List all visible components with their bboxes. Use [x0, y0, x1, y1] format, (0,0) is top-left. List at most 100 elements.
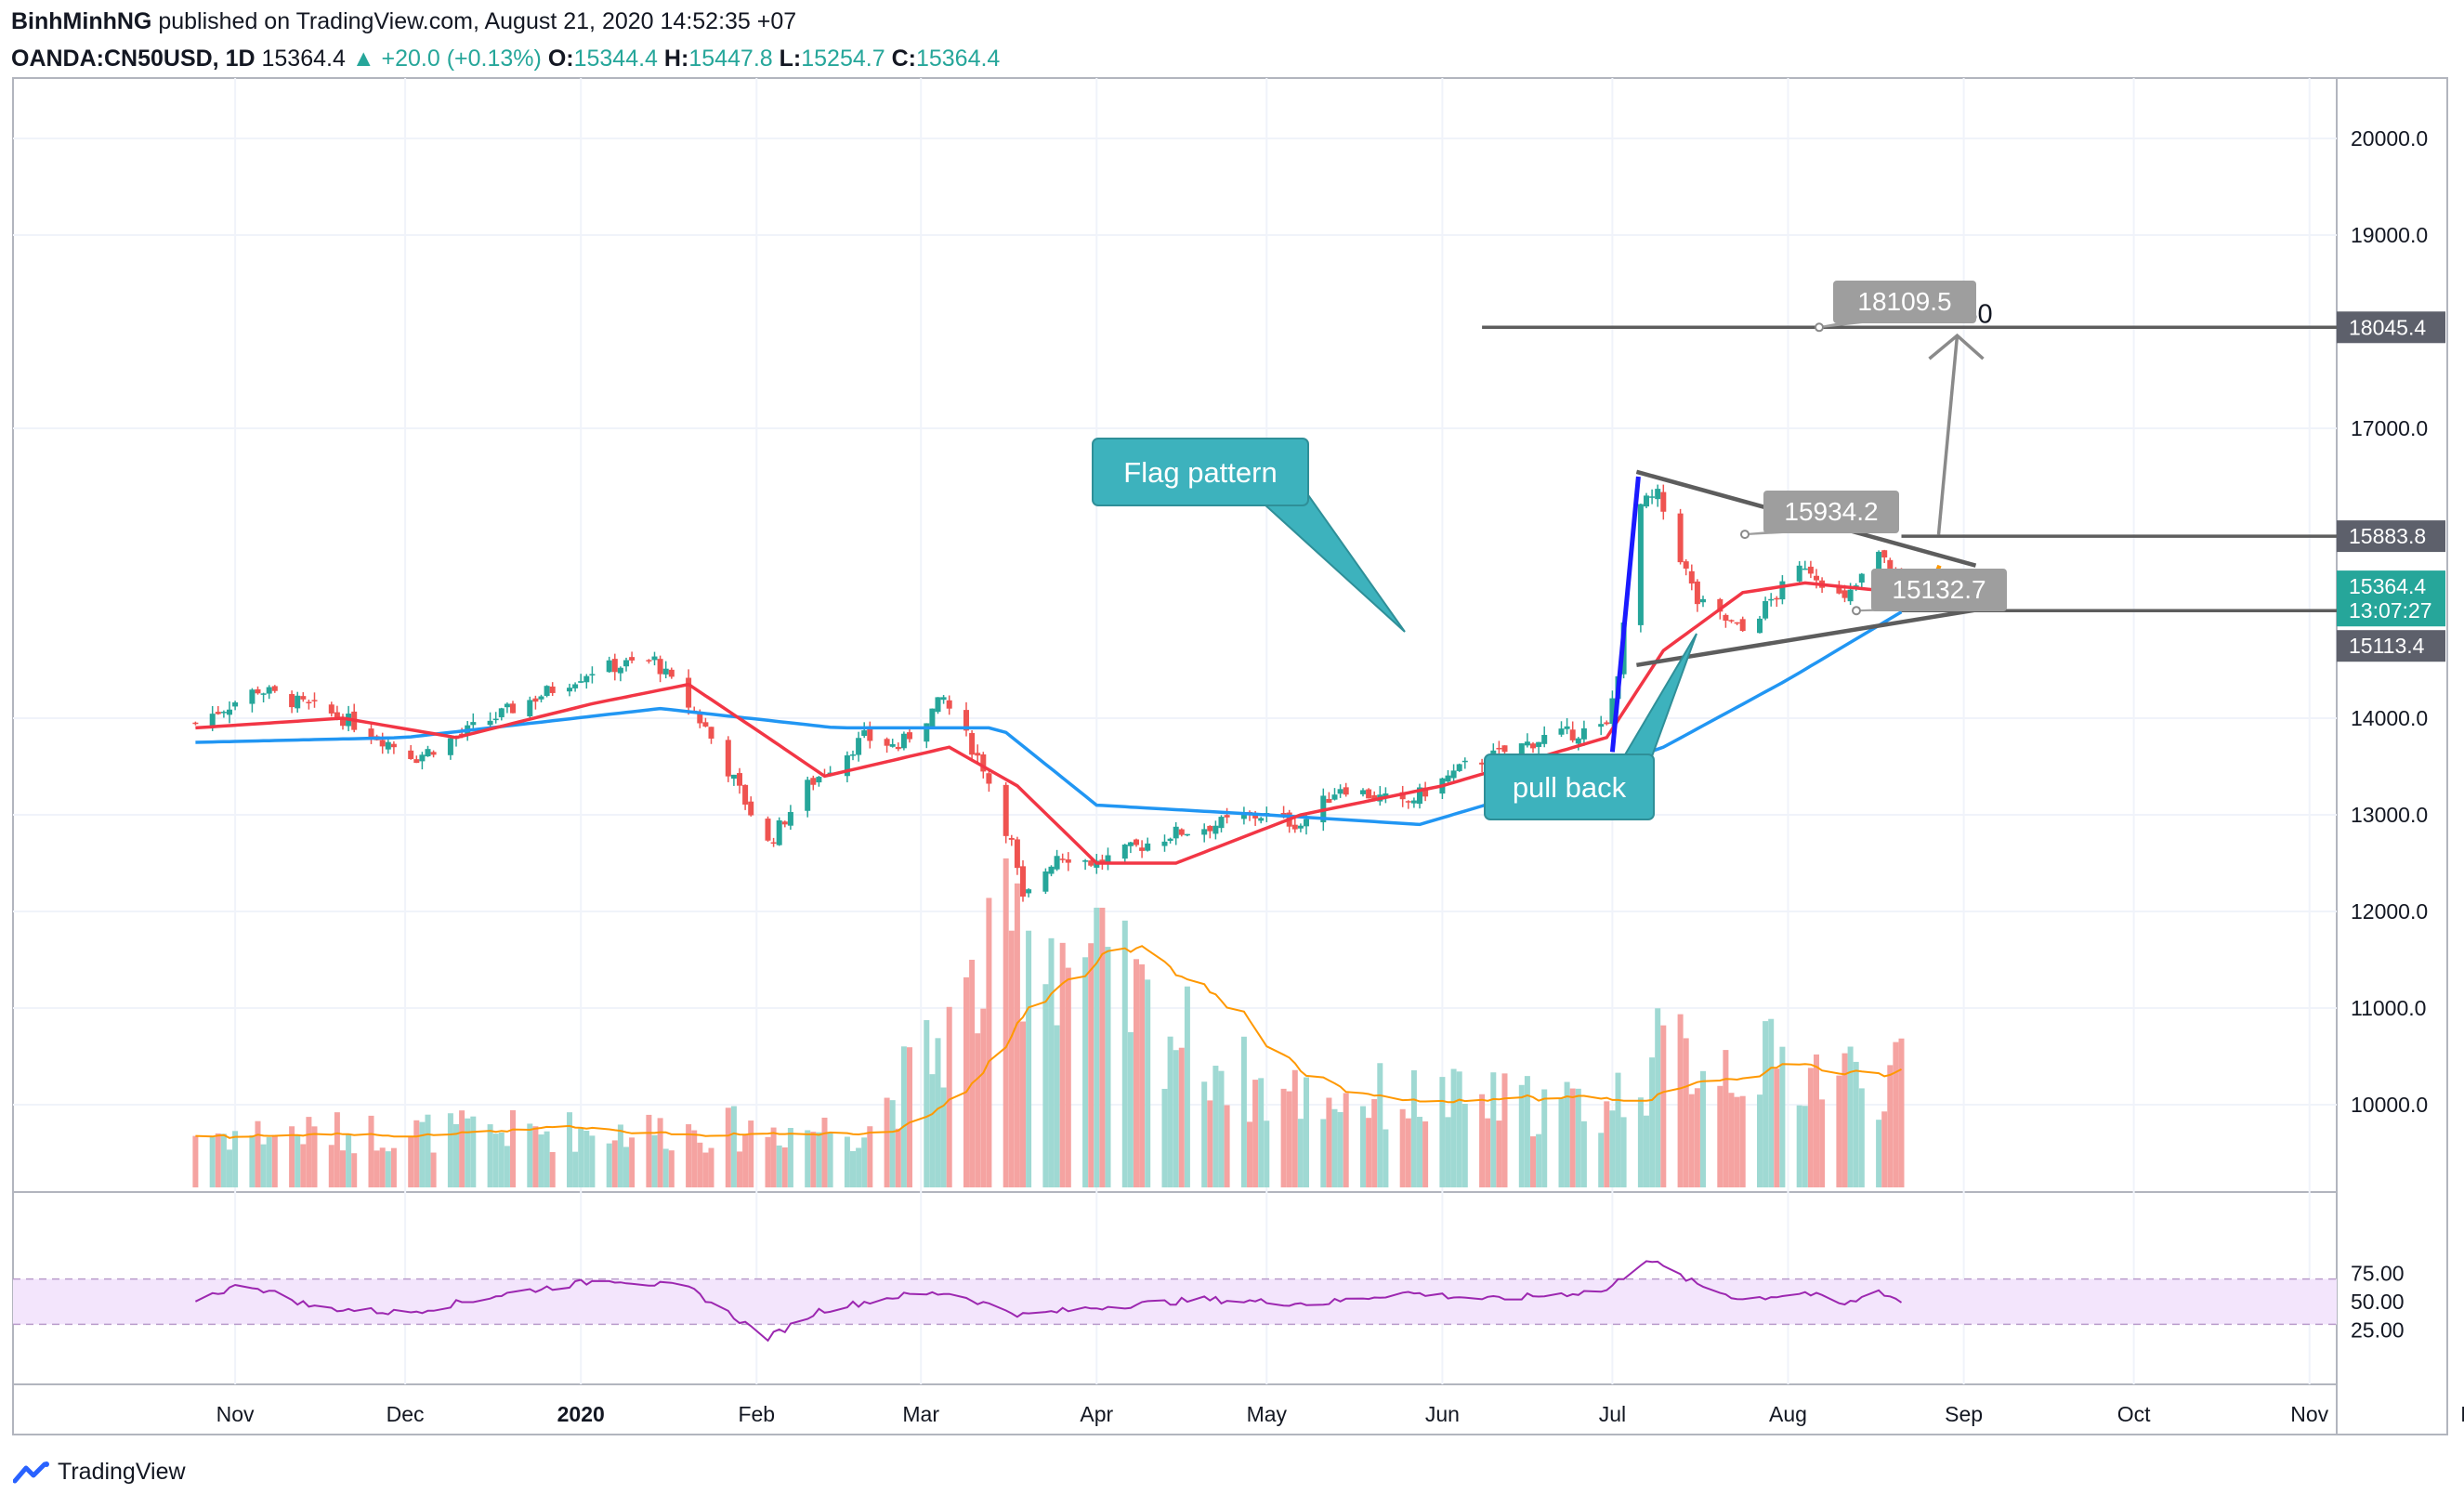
candle-body — [1178, 829, 1185, 835]
candle-body — [413, 759, 420, 764]
volume-bar — [629, 1137, 636, 1187]
time-tick-label-0: Nov — [216, 1402, 255, 1426]
candle-body — [924, 723, 930, 742]
volume-bar — [572, 1151, 579, 1187]
candle-body — [1139, 847, 1146, 851]
candle-body — [1541, 735, 1548, 744]
volume-bar — [1490, 1072, 1497, 1187]
volume-bar — [657, 1118, 663, 1187]
candle-body — [1099, 859, 1106, 864]
candle-body — [578, 681, 584, 683]
volume-bar — [465, 1118, 471, 1187]
volume-bar — [510, 1109, 516, 1187]
volume-bar — [1779, 1046, 1786, 1187]
volume-bar — [498, 1132, 505, 1187]
volume-bar — [578, 1128, 584, 1187]
volume-bar — [1360, 1106, 1366, 1187]
tradingview-logo-icon — [13, 1461, 49, 1483]
flag-pattern-callout-text: Flag pattern — [1123, 456, 1277, 489]
volume-bar — [527, 1123, 533, 1187]
candle-body — [1201, 829, 1208, 835]
chart-frame — [12, 77, 2448, 1435]
tradingview-brand[interactable]: TradingView — [58, 1459, 186, 1485]
target-arrow-shaft — [1936, 334, 1959, 535]
candle-body — [662, 668, 669, 675]
candle-body — [1700, 598, 1706, 603]
candle-body — [1003, 784, 1009, 836]
volume-bar — [1774, 1068, 1780, 1187]
candle-body — [1496, 747, 1502, 750]
volume-bar — [1802, 1106, 1808, 1187]
symbol-name[interactable]: OANDA:CN50USD, 1D — [11, 46, 256, 72]
volume-bar — [662, 1148, 669, 1187]
volume-bar — [969, 960, 976, 1187]
volume-bar — [1201, 1081, 1208, 1187]
volume-bar — [1008, 930, 1015, 1187]
candle-body — [492, 718, 499, 721]
flag-lower-trendline — [1636, 608, 1976, 668]
volume-bar — [1410, 1069, 1417, 1187]
candle-body — [1212, 825, 1219, 834]
volume-bar — [328, 1145, 334, 1187]
candle-body — [867, 727, 873, 741]
price-tick-label-0: 20000.0 — [2351, 126, 2428, 151]
candle-body — [895, 746, 901, 750]
pull-back-callout-text: pull back — [1513, 771, 1627, 804]
candles — [192, 484, 1905, 902]
target-15132-text: 15132.7 — [1892, 575, 1986, 604]
candle-body — [1252, 814, 1259, 819]
candle-body — [963, 710, 969, 731]
volume-bar — [1655, 1008, 1661, 1187]
volume-bar — [260, 1144, 267, 1187]
candle-body — [1723, 614, 1729, 621]
volume-bar — [453, 1123, 459, 1187]
volume-bar — [1178, 1047, 1185, 1187]
candle-body — [617, 667, 623, 674]
volume-bar — [1059, 942, 1066, 1187]
price-tag-1-text: 15883.8 — [2349, 524, 2426, 548]
candle-body — [816, 777, 822, 783]
publisher-name[interactable]: BinhMinhNG — [11, 8, 152, 34]
volume-bar — [730, 1106, 737, 1187]
candle-body — [1461, 760, 1468, 763]
candle-body — [227, 709, 232, 715]
volume-bar — [1326, 1097, 1332, 1187]
volume-bar — [544, 1131, 550, 1187]
volume-bar — [1264, 1120, 1270, 1187]
volume-bar — [192, 1135, 199, 1187]
rsi-band-fill — [13, 1278, 2337, 1325]
volume-bar — [447, 1113, 453, 1187]
candle-body — [1564, 726, 1570, 729]
candle-body — [1337, 789, 1343, 794]
volume-bar — [1247, 1121, 1252, 1187]
candle-body — [1569, 729, 1576, 740]
candle-body — [1518, 743, 1525, 755]
volume-bar — [1240, 1036, 1247, 1187]
volume-bar — [946, 1006, 952, 1187]
candle-body — [730, 774, 737, 780]
candle-body — [668, 669, 675, 677]
volume-bar — [346, 1134, 352, 1187]
candle-body — [1802, 568, 1808, 570]
candle-body — [856, 738, 862, 755]
candle-body — [1876, 551, 1882, 572]
volume-bar — [1105, 947, 1111, 1187]
volume-bar — [929, 1074, 936, 1187]
candle-body — [1479, 762, 1486, 765]
candle-body — [1575, 738, 1581, 744]
candle-body — [215, 712, 221, 714]
target-15132-box — [1871, 569, 2007, 611]
volume-bar — [844, 1136, 850, 1187]
volume-bar — [1439, 1077, 1446, 1187]
time-tick-label-8: Jul — [1599, 1402, 1626, 1426]
volume-bar — [289, 1126, 295, 1187]
volume-bar — [425, 1114, 431, 1187]
candle-body — [1331, 794, 1338, 800]
volume-bar — [1796, 1105, 1802, 1187]
volume-bar — [1609, 1110, 1616, 1187]
candle-body — [232, 701, 239, 707]
candle-body — [340, 718, 346, 727]
volume-bar — [1580, 1120, 1587, 1187]
candle-body — [510, 703, 516, 714]
